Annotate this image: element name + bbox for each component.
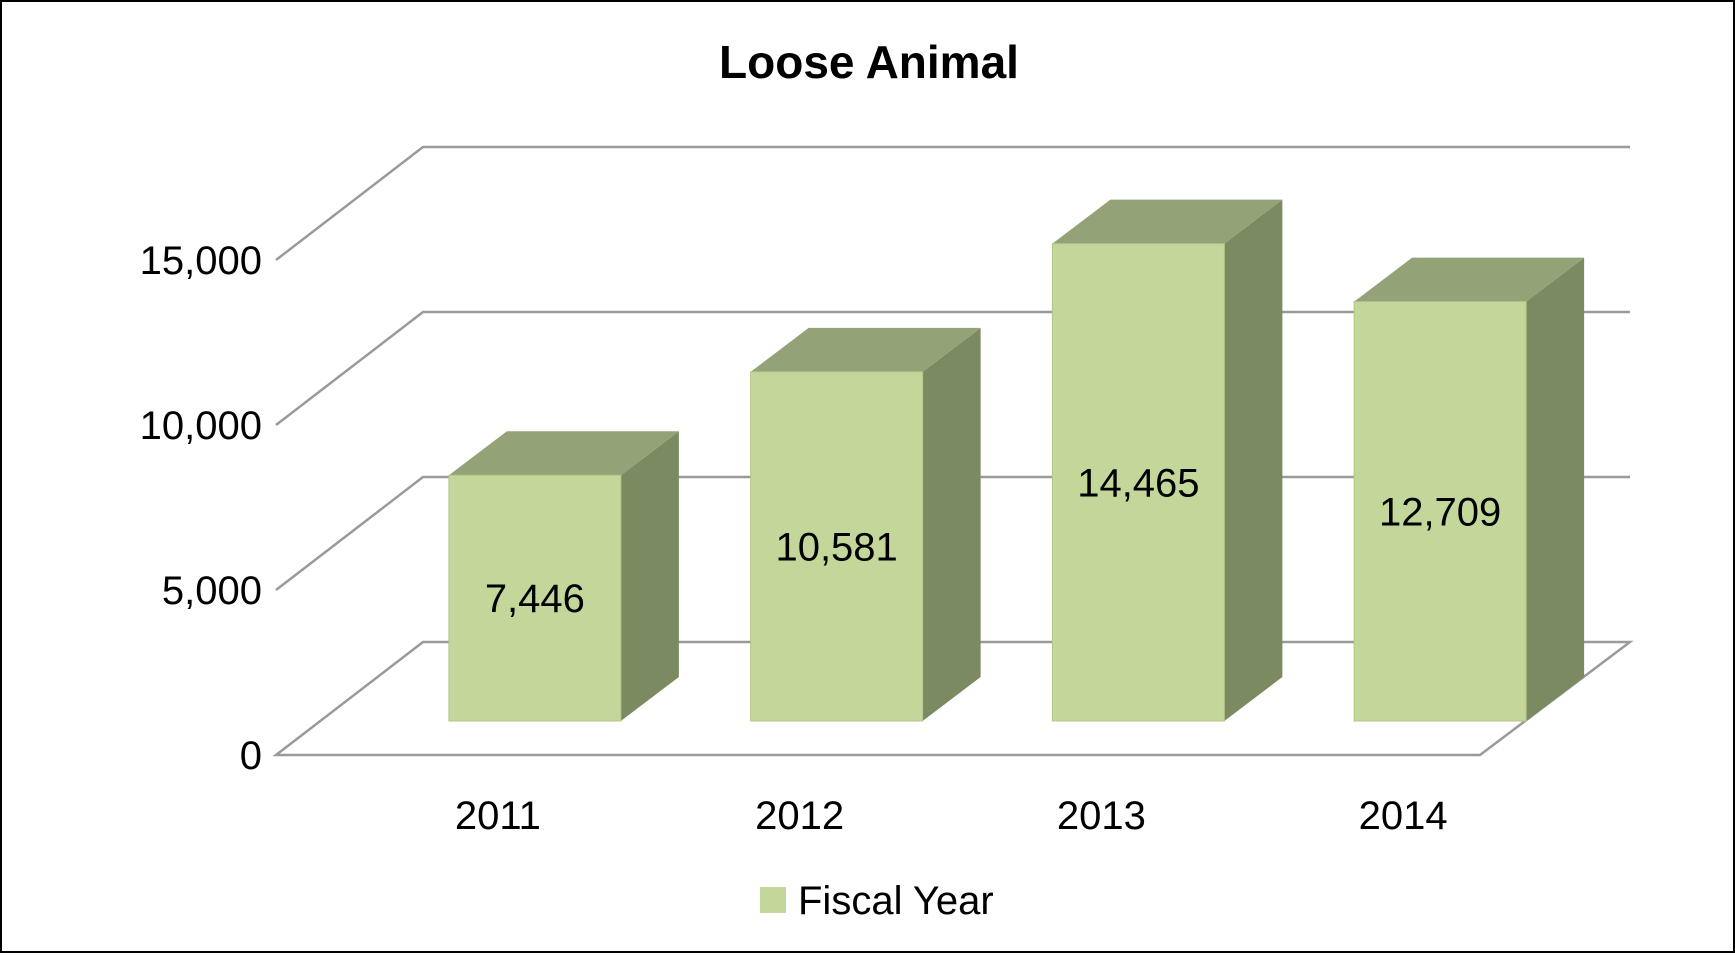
x-tick-label: 2011 bbox=[455, 794, 541, 838]
bar-front bbox=[1051, 243, 1225, 722]
legend-swatch bbox=[760, 887, 786, 913]
data-label: 10,581 bbox=[775, 525, 897, 569]
bar-top bbox=[1354, 257, 1585, 302]
bar bbox=[1051, 199, 1283, 722]
bar-side bbox=[922, 327, 981, 721]
x-tick-label: 2013 bbox=[1057, 794, 1146, 838]
bar-side bbox=[620, 431, 679, 721]
bar-front bbox=[750, 371, 924, 722]
bar-side bbox=[1224, 199, 1283, 721]
y-tick-label: 15,000 bbox=[140, 239, 262, 283]
y-tick-label: 10,000 bbox=[140, 404, 262, 448]
bar-front bbox=[448, 474, 622, 722]
bar-side bbox=[1526, 257, 1585, 721]
bar bbox=[750, 327, 981, 722]
bar-front bbox=[1353, 301, 1527, 722]
bar-top bbox=[750, 327, 981, 372]
x-tick-label: 2014 bbox=[1359, 794, 1448, 838]
gridline bbox=[272, 640, 1634, 757]
y-tick-label: 5,000 bbox=[162, 569, 262, 613]
data-label: 12,709 bbox=[1379, 490, 1501, 534]
x-axis: 2011 2012 2013 2014 bbox=[455, 794, 1448, 838]
y-tick-label: 0 bbox=[240, 734, 262, 778]
gridline bbox=[275, 145, 1630, 261]
bar bbox=[448, 431, 679, 722]
bars: 7,446 10,581 14,465 12,709 bbox=[448, 199, 1585, 722]
chart-title: Loose Animal bbox=[719, 36, 1019, 88]
legend-label: Fiscal Year bbox=[798, 879, 994, 923]
x-tick-label: 2012 bbox=[755, 794, 844, 838]
bar-top bbox=[1052, 199, 1283, 244]
data-label: 14,465 bbox=[1077, 461, 1199, 505]
bar bbox=[1353, 257, 1585, 722]
y-axis: 0 5,000 10,000 15,000 bbox=[140, 239, 262, 778]
bar-top bbox=[448, 431, 679, 476]
legend: Fiscal Year bbox=[760, 879, 994, 923]
data-label: 7,446 bbox=[485, 577, 585, 621]
